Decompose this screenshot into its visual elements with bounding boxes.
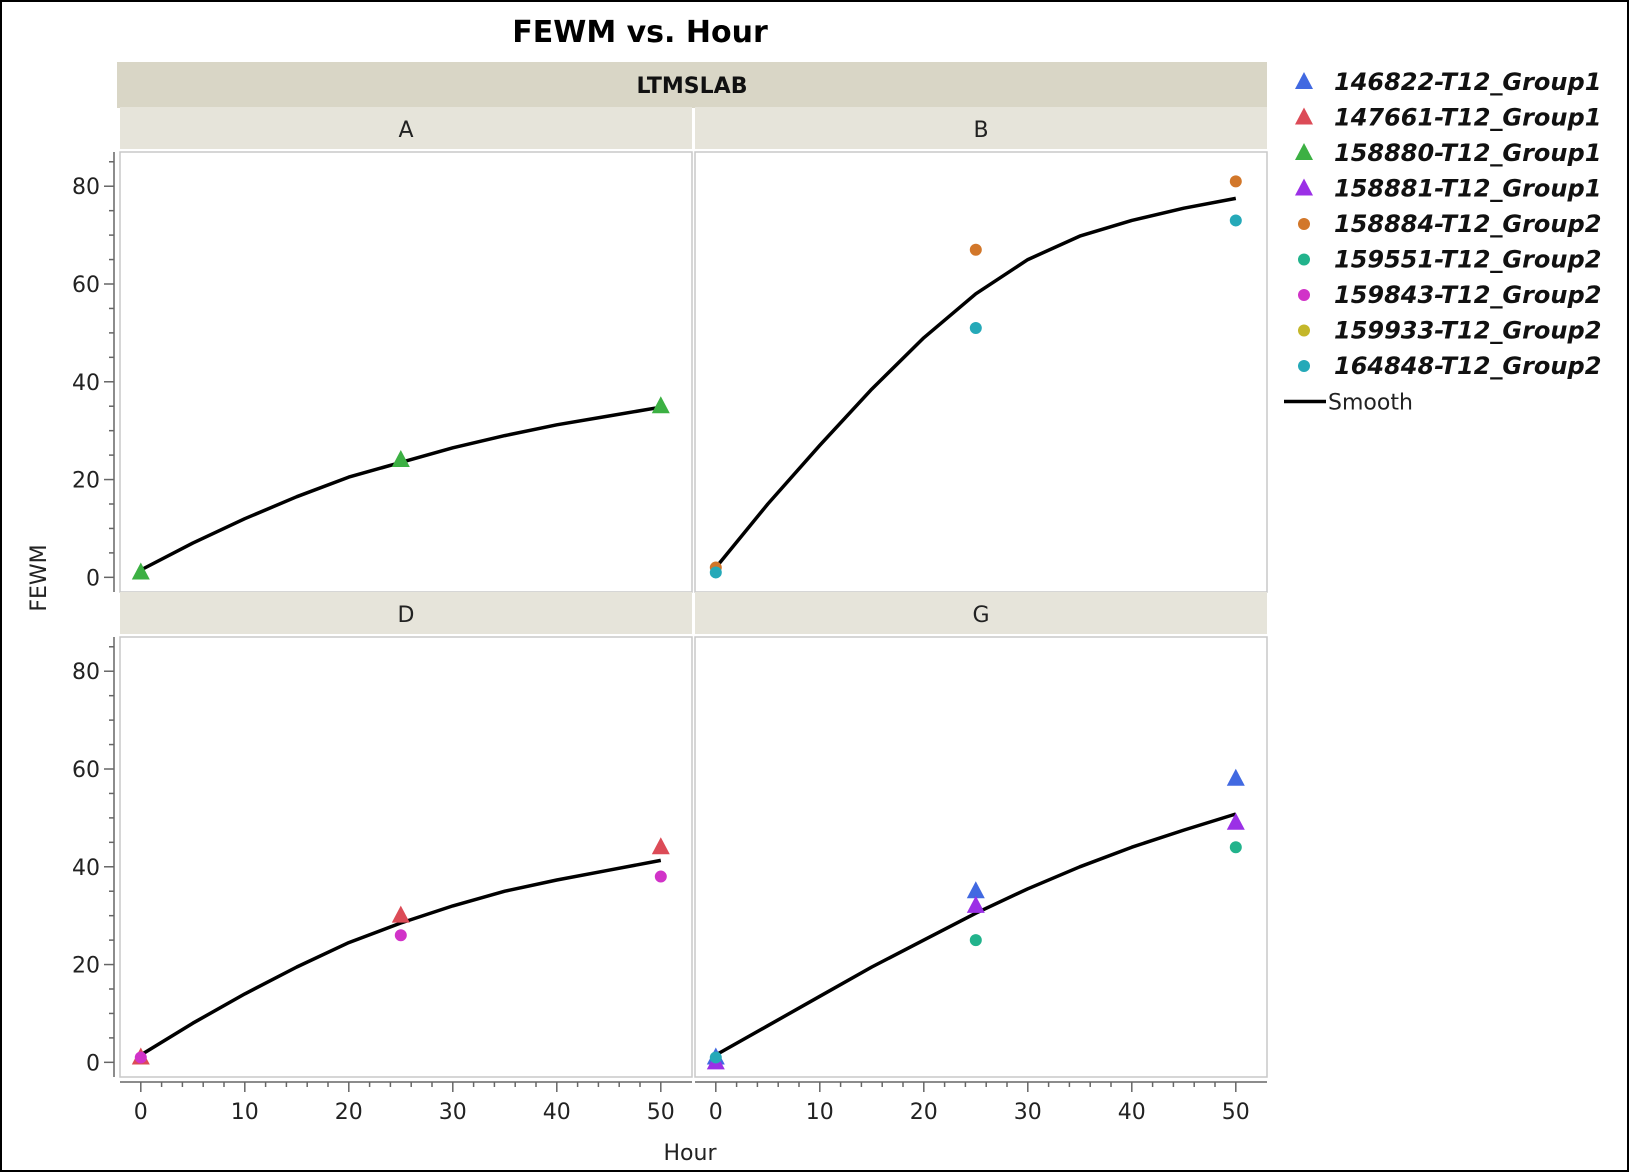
data-point xyxy=(651,396,670,414)
x-tick-label: 40 xyxy=(543,1100,571,1125)
panel-strip xyxy=(695,592,1267,634)
x-axis-title: Hour xyxy=(664,1141,718,1166)
legend-circle-marker xyxy=(1298,218,1310,230)
group-strip xyxy=(117,62,1267,108)
data-point xyxy=(134,1051,147,1064)
y-tick-label: 20 xyxy=(72,954,100,979)
data-point xyxy=(391,905,410,923)
data-point xyxy=(651,837,670,855)
panel-strip-label: G xyxy=(972,603,989,628)
panel-strip xyxy=(695,107,1267,149)
y-tick-label: 0 xyxy=(86,1051,100,1076)
y-tick-label: 40 xyxy=(72,856,100,881)
legend-label: 158880-T12_Group1 xyxy=(1334,139,1601,167)
y-tick-label: 60 xyxy=(72,758,100,783)
legend-triangle-marker xyxy=(1295,72,1313,89)
y-tick-label: 60 xyxy=(72,273,100,298)
legend-item-smooth: Smooth xyxy=(1284,391,1413,416)
legend-triangle-marker xyxy=(1295,143,1313,160)
panel-strip-label: A xyxy=(398,118,413,143)
legend-label: 159843-T12_Group2 xyxy=(1334,281,1601,309)
data-point xyxy=(1229,841,1242,854)
legend-triangle-marker xyxy=(1295,178,1313,196)
x-tick-label: 0 xyxy=(709,1100,723,1125)
legend-item: 158884-T12_Group2 xyxy=(1298,210,1601,238)
data-point xyxy=(654,870,667,883)
legend-circle-marker xyxy=(1298,324,1310,337)
y-tick-label: 0 xyxy=(86,566,100,591)
y-tick-label: 20 xyxy=(72,469,100,494)
legend-label: 159551-T12_Group2 xyxy=(1334,246,1601,274)
data-point xyxy=(969,243,982,256)
legend-label: 158884-T12_Group2 xyxy=(1334,210,1601,238)
x-tick-label: 30 xyxy=(439,1100,467,1125)
legend-label: 158881-T12_Group1 xyxy=(1334,175,1601,203)
legend-item: 159843-T12_Group2 xyxy=(1298,281,1601,309)
y-tick-label: 80 xyxy=(72,175,100,200)
legend-item: 159933-T12_Group2 xyxy=(1298,317,1601,345)
smooth-line xyxy=(714,812,1237,1057)
group-strip-label: LTMSLAB xyxy=(637,74,748,99)
legend-label: 146822-T12_Group1 xyxy=(1334,68,1601,96)
x-tick-label: 20 xyxy=(335,1100,363,1125)
legend-item: 159551-T12_Group2 xyxy=(1298,246,1601,274)
panel-A: A xyxy=(119,107,693,593)
legend-item: 147661-T12_Group1 xyxy=(1295,104,1601,132)
legend-item: 164848-T12_Group2 xyxy=(1298,352,1601,380)
x-tick-label: 50 xyxy=(1222,1100,1250,1125)
legend-label: 159933-T12_Group2 xyxy=(1334,317,1601,345)
data-point xyxy=(391,450,410,467)
legend-label: 147661-T12_Group1 xyxy=(1334,104,1601,132)
y-axis-title: FEWM xyxy=(27,544,52,611)
data-point xyxy=(1229,175,1242,188)
x-tick-label: 10 xyxy=(231,1100,259,1125)
x-tick-label: 20 xyxy=(910,1100,938,1125)
panel-B: B xyxy=(694,107,1268,593)
panel-G: G xyxy=(694,592,1268,1078)
legend-circle-marker xyxy=(1298,253,1310,266)
data-point xyxy=(1226,812,1245,830)
smooth-line xyxy=(139,858,662,1057)
data-point xyxy=(966,881,985,899)
plot-area xyxy=(119,151,693,593)
y-tick-label: 40 xyxy=(72,371,100,396)
chart-title: FEWM vs. Hour xyxy=(512,15,768,50)
data-point xyxy=(966,895,985,913)
legend-triangle-marker xyxy=(1295,107,1313,125)
legend-smooth-label: Smooth xyxy=(1328,391,1413,416)
legend-circle-marker xyxy=(1298,360,1310,372)
data-point xyxy=(131,562,150,580)
x-tick-label: 30 xyxy=(1014,1100,1042,1125)
panel-strip-label: D xyxy=(398,603,415,628)
x-tick-label: 0 xyxy=(134,1100,148,1125)
x-tick-label: 50 xyxy=(647,1100,675,1125)
data-point xyxy=(969,934,982,947)
plot-area xyxy=(694,151,1268,593)
panel-strip-label: B xyxy=(973,118,988,143)
x-tick-label: 10 xyxy=(806,1100,834,1125)
plot-area xyxy=(694,636,1268,1078)
y-tick-label: 80 xyxy=(72,660,100,685)
panel-strip xyxy=(120,107,692,149)
x-tick-label: 40 xyxy=(1118,1100,1146,1125)
plot-area xyxy=(119,636,693,1078)
data-point xyxy=(1229,214,1242,227)
data-point xyxy=(709,566,722,579)
legend-circle-marker xyxy=(1298,289,1310,301)
panel-strip xyxy=(120,592,692,634)
smooth-line xyxy=(714,196,1237,569)
data-point xyxy=(1226,768,1245,786)
data-point xyxy=(709,1051,722,1064)
panel-D: D xyxy=(119,592,693,1078)
legend-item: 158881-T12_Group1 xyxy=(1295,175,1601,203)
legend-item: 158880-T12_Group1 xyxy=(1295,139,1601,167)
data-point xyxy=(394,929,407,942)
data-point xyxy=(969,322,982,334)
legend-label: 164848-T12_Group2 xyxy=(1334,352,1601,380)
legend-item: 146822-T12_Group1 xyxy=(1295,68,1601,96)
